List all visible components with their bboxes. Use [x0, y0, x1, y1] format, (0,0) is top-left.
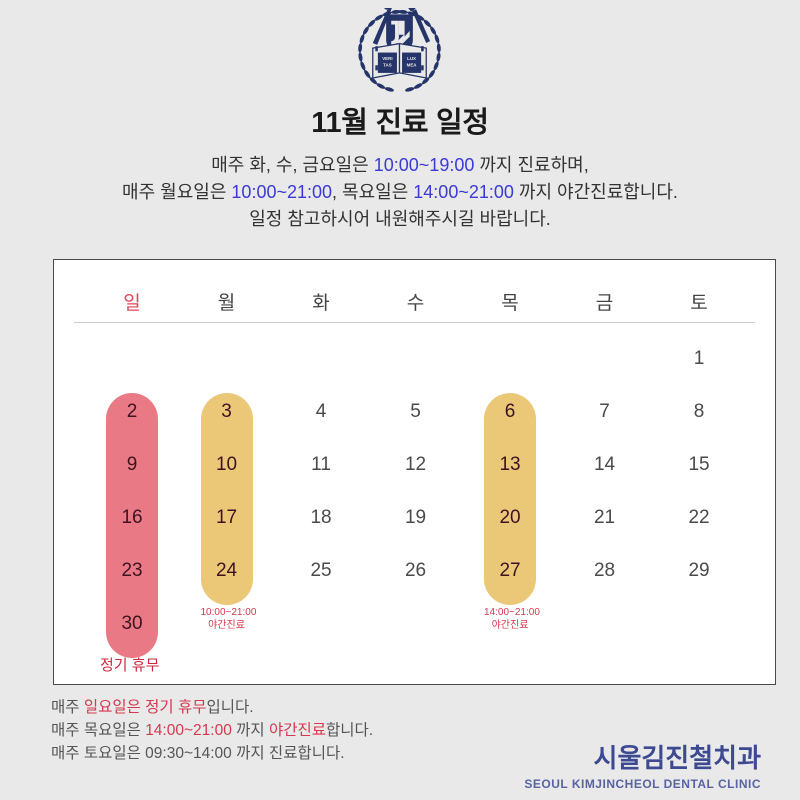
svg-text:MEA: MEA — [407, 63, 418, 68]
svg-text:TAS: TAS — [383, 63, 392, 68]
svg-text:LUX: LUX — [407, 56, 416, 61]
svg-text:VERI: VERI — [382, 56, 392, 61]
